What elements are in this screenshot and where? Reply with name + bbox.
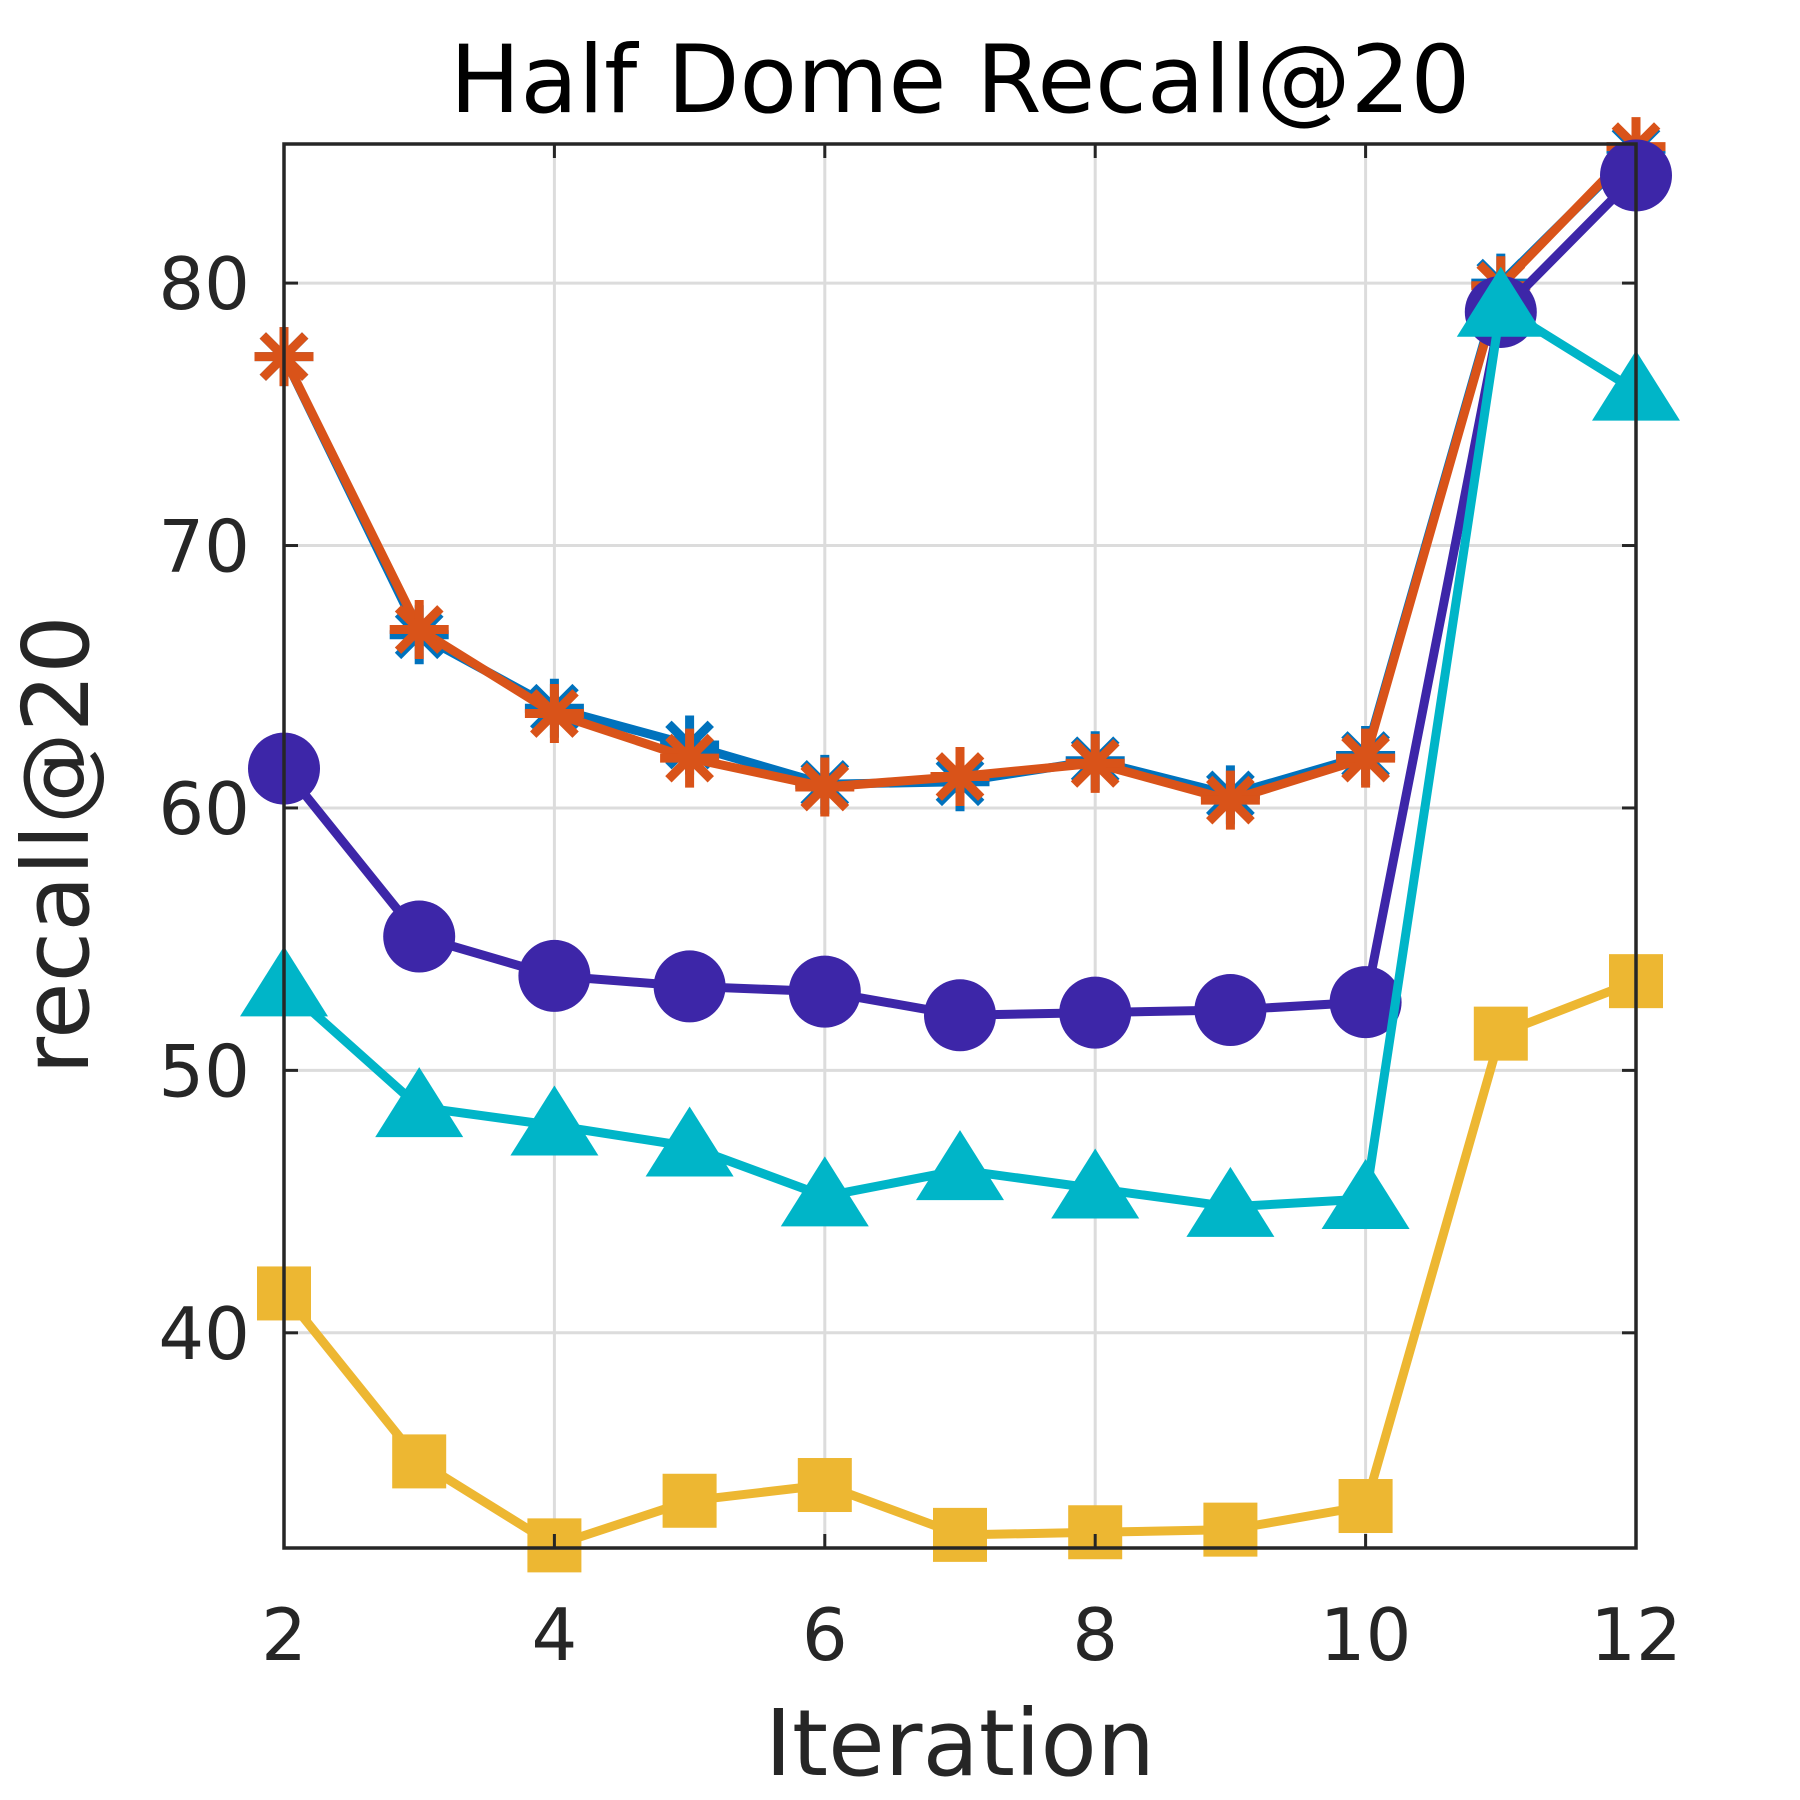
series-yellow-square — [257, 954, 1663, 1573]
y-tick-label: 80 — [158, 242, 250, 326]
data-point-triangle — [1051, 1148, 1140, 1219]
plot-area — [284, 144, 1636, 1548]
data-point-square — [1338, 1479, 1393, 1534]
data-point-square — [662, 1473, 717, 1528]
grid-layer — [282, 144, 1638, 1548]
data-point-square — [797, 1458, 852, 1513]
series-cyan-triangle — [240, 266, 1680, 1237]
x-tick-label: 2 — [261, 1593, 307, 1677]
data-point-triangle — [645, 1106, 734, 1177]
data-point-triangle — [1321, 1158, 1410, 1229]
data-point-square — [1068, 1505, 1123, 1560]
data-point-circle — [383, 900, 456, 973]
data-point-circle — [788, 955, 861, 1028]
y-tick-label: 60 — [158, 767, 250, 851]
chart-title: Half Dome Recall@20 — [450, 26, 1471, 135]
data-point-triangle — [916, 1130, 1004, 1201]
data-point-asterisk — [389, 599, 449, 659]
data-point-circle — [518, 939, 591, 1012]
y-tick-label: 40 — [158, 1292, 250, 1376]
data-point-triangle — [1456, 266, 1545, 337]
x-tick-label: 4 — [531, 1593, 577, 1677]
data-point-triangle — [510, 1085, 599, 1156]
data-point-triangle — [780, 1156, 869, 1227]
data-point-asterisk — [660, 728, 720, 788]
data-point-asterisk — [1336, 728, 1396, 788]
data-point-asterisk — [1200, 770, 1260, 830]
y-tick-label: 70 — [158, 505, 250, 589]
x-tick-label: 6 — [802, 1593, 848, 1677]
data-point-square — [392, 1434, 447, 1489]
data-point-triangle — [1186, 1166, 1275, 1237]
data-point-asterisk — [795, 757, 855, 817]
data-point-asterisk — [930, 746, 990, 806]
data-point-asterisk — [524, 683, 584, 743]
data-point-square — [933, 1507, 987, 1562]
frame-layer — [282, 142, 1638, 1550]
axes-box — [282, 142, 1638, 1550]
x-tick-label: 8 — [1072, 1593, 1118, 1677]
y-axis-label: recall@20 — [3, 615, 110, 1075]
text-layer: Half Dome Recall@20 Iteration recall@20 … — [3, 26, 1682, 1797]
data-point-square — [1473, 1006, 1528, 1061]
y-tick-label: 50 — [158, 1029, 250, 1113]
x-axis-label: Iteration — [765, 1690, 1155, 1797]
x-tick-label: 12 — [1590, 1593, 1682, 1677]
x-tick-label: 10 — [1320, 1593, 1412, 1677]
data-point-circle — [1194, 974, 1267, 1047]
data-point-circle — [653, 950, 726, 1023]
data-point-circle — [1329, 966, 1402, 1039]
data-point-circle — [1059, 976, 1132, 1049]
data-point-triangle — [375, 1067, 464, 1138]
data-point-asterisk — [1065, 733, 1125, 793]
data-point-circle — [924, 979, 996, 1052]
